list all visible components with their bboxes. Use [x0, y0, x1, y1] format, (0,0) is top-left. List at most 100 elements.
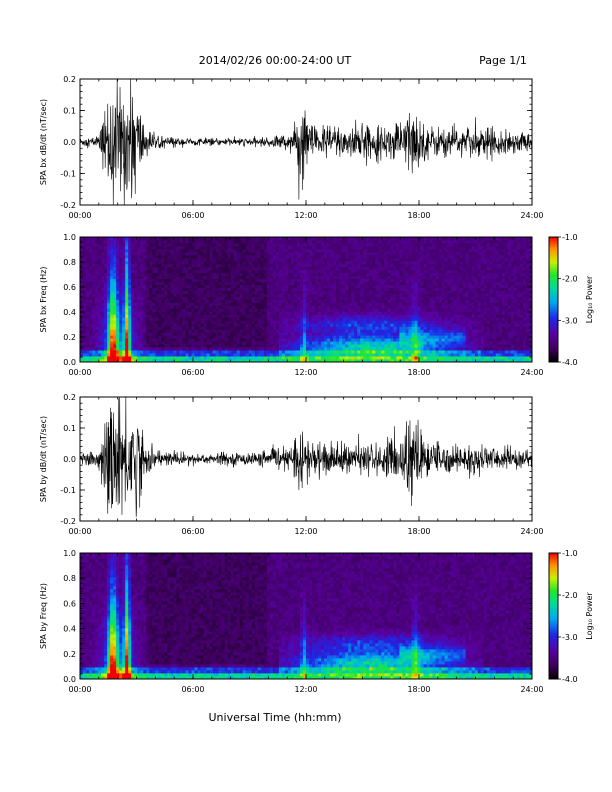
heatmap-cell — [125, 275, 129, 280]
heatmap-cell — [239, 254, 244, 259]
heatmap-cell — [369, 242, 373, 247]
heatmap-cell — [239, 332, 244, 336]
heatmap-cell — [110, 254, 114, 259]
heatmap-cell — [104, 242, 108, 247]
heatmap-cell — [369, 296, 373, 300]
heatmap-cell — [104, 326, 108, 330]
heatmap-cell — [348, 299, 352, 303]
heatmap-cell — [182, 335, 186, 339]
heatmap-cell — [233, 353, 238, 357]
heatmap-cell — [405, 305, 409, 309]
heatmap-cell — [191, 260, 195, 265]
heatmap-cell — [278, 326, 283, 330]
heatmap-cell — [366, 338, 370, 342]
heatmap-cell — [287, 317, 292, 321]
heatmap-cell — [170, 344, 174, 348]
heatmap-cell — [122, 347, 126, 351]
heatmap-cell — [287, 314, 292, 318]
heatmap-cell — [107, 269, 111, 274]
heatmap-cell — [321, 239, 325, 244]
heatmap-cell — [390, 347, 394, 351]
heatmap-cell — [336, 338, 340, 342]
heatmap-cell — [281, 254, 286, 259]
heatmap-cell — [188, 260, 192, 265]
heatmap-cell — [387, 275, 391, 280]
heatmap-cell — [92, 302, 96, 306]
heatmap-cell — [354, 353, 358, 357]
heatmap-cell — [260, 299, 265, 303]
heatmap-cell — [321, 359, 325, 363]
heatmap-cell — [131, 359, 135, 363]
heatmap-cell — [158, 284, 162, 288]
heatmap-cell — [245, 257, 250, 262]
heatmap-cell — [95, 281, 99, 286]
heatmap-cell — [248, 311, 253, 315]
heatmap-cell — [290, 237, 295, 241]
heatmap-cell — [104, 287, 108, 291]
heatmap-cell — [390, 245, 394, 250]
heatmap-cell — [245, 284, 250, 288]
heatmap-cell — [378, 359, 382, 363]
heatmap-cell — [188, 237, 192, 241]
heatmap-cell — [83, 269, 87, 274]
heatmap-cell — [140, 356, 144, 360]
heatmap-cell — [83, 341, 87, 345]
heatmap-cell — [342, 260, 346, 265]
heatmap-cell — [369, 275, 373, 280]
heatmap-cell — [327, 263, 331, 268]
heatmap-cell — [296, 281, 301, 286]
heatmap-cell — [405, 344, 409, 348]
heatmap-cell — [125, 326, 129, 330]
heatmap-cell — [164, 251, 168, 256]
heatmap-cell — [206, 263, 210, 268]
heatmap-cell — [191, 251, 195, 256]
heatmap-cell — [194, 305, 198, 309]
heatmap-cell — [339, 329, 343, 333]
heatmap-cell — [293, 251, 298, 256]
heatmap-cell — [128, 341, 132, 345]
heatmap-cell — [173, 326, 177, 330]
heatmap-cell — [92, 287, 96, 291]
heatmap-cell — [423, 290, 427, 294]
heatmap-cell — [381, 284, 385, 288]
heatmap-cell — [191, 332, 195, 336]
heatmap-cell — [173, 275, 177, 280]
heatmap-cell — [333, 332, 337, 336]
heatmap-cell — [257, 317, 262, 321]
heatmap-cell — [218, 311, 223, 315]
heatmap-cell — [281, 269, 286, 274]
heatmap-cell — [284, 323, 289, 327]
heatmap-cell — [293, 338, 298, 342]
heatmap-cell — [227, 314, 232, 318]
heatmap-cell — [152, 245, 156, 250]
heatmap-cell — [290, 269, 295, 274]
heatmap-cell — [399, 239, 403, 244]
heatmap-cell — [417, 296, 421, 300]
heatmap-cell — [278, 302, 283, 306]
heatmap-cell — [387, 356, 391, 360]
heatmap-cell — [188, 326, 192, 330]
heatmap-cell — [348, 359, 352, 363]
heatmap-cell — [230, 260, 235, 265]
heatmap-cell — [245, 335, 250, 339]
heatmap-cell — [137, 320, 141, 324]
heatmap-cell — [396, 281, 400, 286]
heatmap-cell — [248, 239, 253, 244]
heatmap-cell — [185, 323, 189, 327]
heatmap-cell — [366, 359, 370, 363]
heatmap-cell — [375, 239, 379, 244]
heatmap-cell — [212, 293, 216, 297]
heatmap-cell — [212, 272, 216, 277]
heatmap-cell — [411, 347, 415, 351]
heatmap-cell — [321, 269, 325, 274]
heatmap-cell — [239, 311, 244, 315]
heatmap-cell — [287, 266, 292, 271]
heatmap-cell — [176, 347, 180, 351]
heatmap-cell — [98, 323, 102, 327]
heatmap-cell — [239, 248, 244, 253]
heatmap-cell — [239, 317, 244, 321]
heatmap-cell — [372, 275, 376, 280]
heatmap-cell — [143, 254, 147, 259]
heatmap-cell — [197, 353, 201, 357]
heatmap-cell — [206, 266, 210, 271]
